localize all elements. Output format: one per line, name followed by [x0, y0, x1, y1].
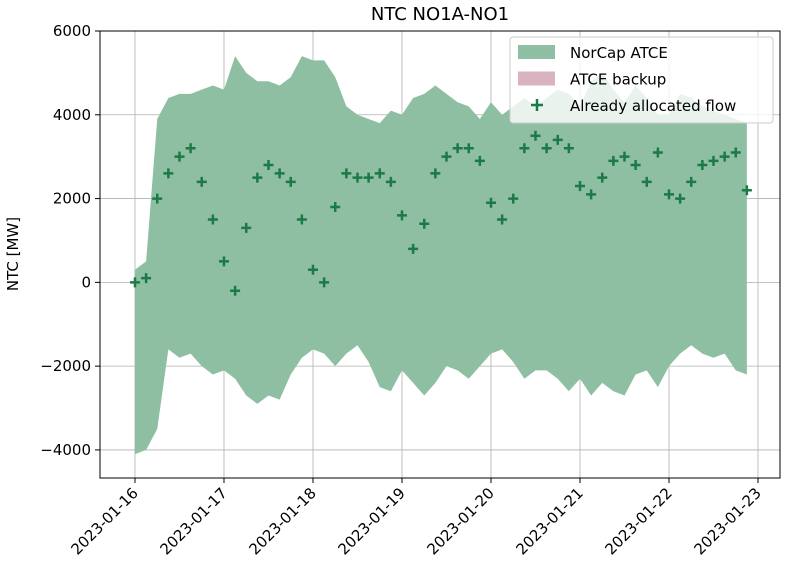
flow-marker	[252, 172, 263, 183]
chart-title: NTC NO1A-NO1	[371, 4, 509, 25]
flow-marker	[474, 155, 485, 166]
flow-marker	[552, 134, 563, 145]
flow-marker	[241, 222, 252, 233]
y-axis-label: NTC [MW]	[4, 217, 22, 291]
flow-marker	[574, 181, 585, 192]
flow-marker	[630, 160, 641, 171]
x-tick-label: 2023-01-22	[601, 484, 675, 558]
flow-marker	[563, 143, 574, 154]
flow-marker	[152, 193, 163, 204]
axes-frame	[99, 30, 781, 479]
x-tick-label: 2023-01-16	[67, 484, 141, 558]
legend-swatch	[518, 71, 555, 86]
legend-box	[509, 36, 774, 124]
flow-marker	[497, 214, 508, 225]
flow-marker	[363, 172, 374, 183]
flow-marker	[296, 214, 307, 225]
flow-marker	[396, 210, 407, 221]
x-tick-label: 2023-01-19	[334, 484, 408, 558]
flow-marker	[730, 147, 741, 158]
flow-marker	[530, 130, 541, 141]
flow-marker	[218, 256, 229, 267]
legend-swatch	[518, 45, 555, 59]
flow-marker	[196, 176, 207, 187]
flow-marker	[697, 160, 708, 171]
flow-marker	[719, 151, 730, 162]
flow-marker	[641, 176, 652, 187]
legend-label: NorCap ATCE	[570, 44, 668, 62]
legend-marker	[531, 99, 543, 111]
flow-marker	[207, 214, 218, 225]
legend-label: ATCE backup	[570, 71, 666, 89]
flow-marker	[619, 151, 630, 162]
flow-marker	[430, 168, 441, 179]
flow-marker	[341, 168, 352, 179]
flow-marker	[541, 143, 552, 154]
flow-marker	[129, 277, 140, 288]
flow-marker	[608, 155, 619, 166]
flow-marker	[274, 168, 285, 179]
flow-marker	[285, 176, 296, 187]
flow-marker	[352, 172, 363, 183]
flow-marker	[330, 201, 341, 212]
flow-marker	[452, 143, 463, 154]
x-tick-label: 2023-01-23	[690, 484, 764, 558]
flow-marker	[408, 243, 419, 254]
flow-marker	[686, 176, 697, 187]
flow-marker	[586, 189, 597, 200]
flow-marker	[597, 172, 608, 183]
flow-marker	[385, 176, 396, 187]
y-tick-label: 4000	[53, 106, 91, 124]
flow-marker	[230, 285, 241, 296]
flow-marker	[163, 168, 174, 179]
x-tick-label: 2023-01-21	[512, 484, 586, 558]
flow-marker	[741, 185, 752, 196]
flow-marker	[675, 193, 686, 204]
flow-marker	[307, 264, 318, 275]
flow-marker	[319, 277, 330, 288]
flow-marker	[374, 168, 385, 179]
y-tick-label: −2000	[40, 357, 91, 375]
flow-marker	[485, 197, 496, 208]
flow-marker	[652, 147, 663, 158]
x-tick-label: 2023-01-18	[245, 484, 319, 558]
flow-marker	[141, 273, 152, 284]
flow-marker	[174, 151, 185, 162]
flow-marker	[508, 193, 519, 204]
flow-marker	[519, 143, 530, 154]
x-tick-label: 2023-01-17	[156, 484, 230, 558]
area-band	[134, 56, 747, 455]
y-tick-label: 0	[81, 273, 91, 291]
x-tick-label: 2023-01-20	[423, 484, 497, 558]
flow-marker	[419, 218, 430, 229]
y-tick-label: 6000	[53, 22, 91, 40]
flow-marker	[441, 151, 452, 162]
y-tick-label: 2000	[53, 190, 91, 208]
flow-marker	[663, 189, 674, 200]
flow-marker	[463, 143, 474, 154]
flow-marker	[263, 160, 274, 171]
legend-label: Already allocated flow	[570, 97, 736, 115]
y-tick-label: −4000	[40, 441, 91, 459]
flow-marker	[185, 143, 196, 154]
flow-marker	[708, 155, 719, 166]
